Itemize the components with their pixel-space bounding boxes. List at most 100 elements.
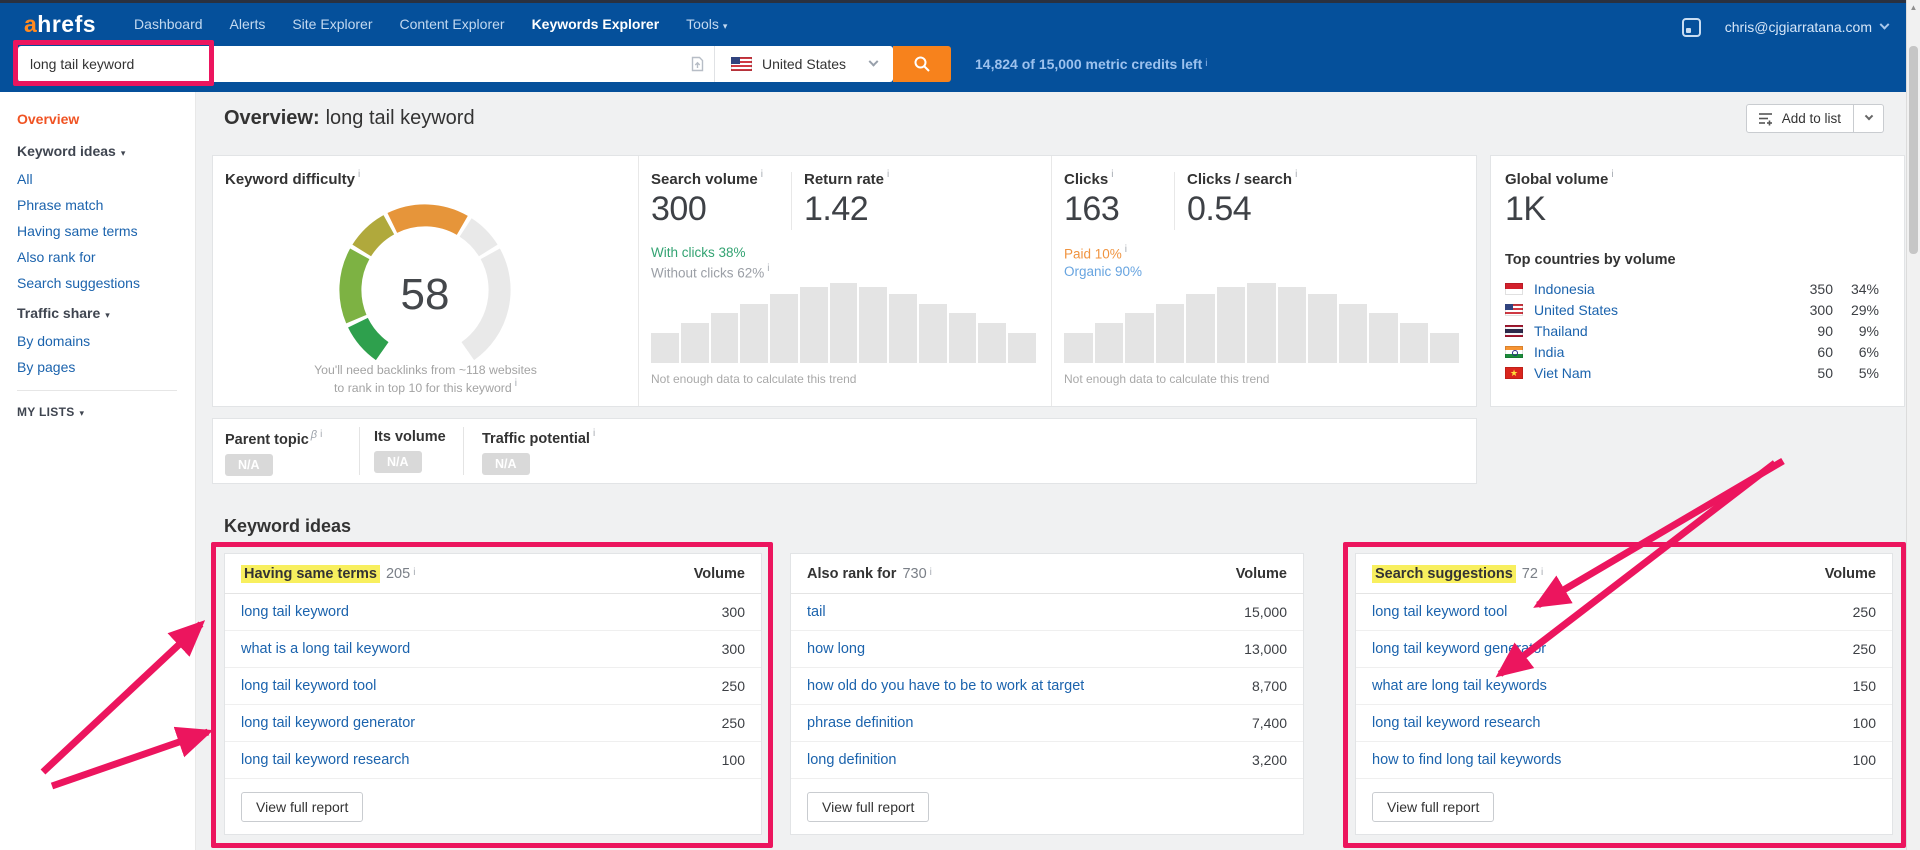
metrics-card: Keyword difficulty i 58 Y bbox=[212, 155, 1477, 407]
view-full-report-button[interactable]: View full report bbox=[1372, 792, 1495, 822]
trend-bar bbox=[948, 313, 977, 363]
sidebar-item-search-suggestions[interactable]: Search suggestions bbox=[17, 275, 140, 291]
info-icon: i bbox=[929, 567, 932, 578]
page-scrollbar[interactable]: ▲ bbox=[1906, 0, 1920, 850]
paste-list-icon[interactable] bbox=[680, 46, 714, 82]
keyword-link[interactable]: long definition bbox=[807, 752, 897, 768]
country-percent: 34% bbox=[1850, 280, 1879, 297]
trend-bar bbox=[1008, 332, 1036, 363]
return-rate-label: Return rate i bbox=[804, 169, 890, 188]
country-row: United States 300 29% bbox=[1505, 299, 1879, 320]
sidebar: Overview Keyword ideas ▾ All Phrase match Hav… bbox=[0, 92, 196, 850]
return-rate-value: 1.42 bbox=[804, 190, 869, 228]
volume-value: 100 bbox=[1852, 715, 1876, 731]
info-icon: i bbox=[1295, 169, 1298, 180]
keyword-link[interactable]: what is a long tail keyword bbox=[241, 641, 411, 657]
country-select[interactable]: United States bbox=[715, 56, 893, 72]
app-icon[interactable] bbox=[1681, 17, 1701, 37]
clicks-label: Clicks i bbox=[1064, 169, 1114, 188]
account-menu[interactable]: chris@cjgiarratana.com bbox=[1725, 19, 1890, 35]
view-full-report-button[interactable]: View full report bbox=[807, 792, 930, 822]
info-icon: i bbox=[514, 378, 517, 389]
keyword-link[interactable]: how old do you have to be to work at tar… bbox=[807, 678, 1085, 694]
country-link[interactable]: Indonesia bbox=[1534, 280, 1595, 297]
table-row: long tail keyword research 100 bbox=[1356, 705, 1892, 742]
country-row: Indonesia 350 34% bbox=[1505, 278, 1879, 299]
country-link[interactable]: India bbox=[1534, 343, 1565, 360]
keyword-link[interactable]: long tail keyword bbox=[241, 604, 349, 620]
sidebar-item-by-pages[interactable]: By pages bbox=[17, 359, 76, 375]
caret-down-icon: ▾ bbox=[79, 408, 85, 418]
nav-item-dashboard[interactable]: Dashboard bbox=[134, 16, 203, 32]
nav-item-site-explorer[interactable]: Site Explorer bbox=[292, 16, 373, 32]
keyword-link[interactable]: phrase definition bbox=[807, 715, 914, 731]
search-volume-value: 300 bbox=[651, 190, 707, 228]
sidebar-item-all[interactable]: All bbox=[17, 171, 33, 187]
global-volume-card: Global volume i 1K Top countries by volum… bbox=[1490, 155, 1905, 407]
nav-item-content-explorer[interactable]: Content Explorer bbox=[399, 16, 505, 32]
its-volume-value-badge: N/A bbox=[374, 451, 422, 473]
nav-item-alerts[interactable]: Alerts bbox=[229, 16, 266, 32]
sidebar-item-phrase-match[interactable]: Phrase match bbox=[17, 197, 104, 213]
keyword-link[interactable]: long tail keyword research bbox=[241, 752, 410, 768]
sidebar-item-overview[interactable]: Overview bbox=[17, 111, 80, 127]
parent-topic-column-its-volume: Its volume N/A bbox=[374, 429, 446, 473]
volume-value: 250 bbox=[1852, 641, 1876, 657]
search-button[interactable] bbox=[893, 46, 951, 82]
sidebar-item-having-same-terms[interactable]: Having same terms bbox=[17, 223, 138, 239]
table-row: phrase definition 7,400 bbox=[791, 705, 1303, 742]
view-full-report-button[interactable]: View full report bbox=[241, 792, 364, 822]
volume-value: 300 bbox=[721, 604, 745, 620]
country-link[interactable]: Thailand bbox=[1534, 322, 1588, 339]
country-volume: 60 bbox=[1817, 343, 1833, 360]
volume-value: 250 bbox=[721, 715, 745, 731]
keyword-link[interactable]: long tail keyword tool bbox=[241, 678, 377, 694]
volume-column-header: Volume bbox=[1824, 565, 1876, 582]
scroll-up-arrow[interactable]: ▲ bbox=[1909, 3, 1918, 12]
keyword-link[interactable]: tail bbox=[807, 604, 826, 620]
country-row: Viet Nam 50 5% bbox=[1505, 362, 1879, 383]
keyword-link[interactable]: how long bbox=[807, 641, 866, 657]
keyword-link[interactable]: how to find long tail keywords bbox=[1372, 752, 1562, 768]
table-row: what is a long tail keyword 300 bbox=[225, 631, 761, 668]
keyword-link[interactable]: long tail keyword generator bbox=[1372, 641, 1547, 657]
sidebar-item-keyword-ideas[interactable]: Keyword ideas ▾ bbox=[17, 143, 126, 159]
keyword-link[interactable]: long tail keyword research bbox=[1372, 715, 1541, 731]
table-count: 72 bbox=[1521, 565, 1538, 582]
info-icon: i bbox=[358, 169, 361, 180]
trend-bar bbox=[829, 283, 858, 363]
list-plus-icon bbox=[1758, 112, 1772, 125]
clicks-per-search-value: 0.54 bbox=[1187, 190, 1252, 228]
sidebar-item-by-domains[interactable]: By domains bbox=[17, 333, 91, 349]
keyword-link[interactable]: long tail keyword tool bbox=[1372, 604, 1508, 620]
sidebar-item-traffic-share[interactable]: Traffic share ▾ bbox=[17, 305, 110, 321]
ahrefs-logo[interactable]: ahrefs bbox=[24, 11, 96, 38]
trend-bar bbox=[651, 332, 679, 363]
sidebar-item-also-rank-for[interactable]: Also rank for bbox=[17, 249, 96, 265]
divider bbox=[1174, 172, 1175, 230]
clicks-block: Clicks i 163 Paid 10% i Organic 90% Clicks… bbox=[1051, 156, 1478, 406]
keyword-search-input[interactable] bbox=[18, 46, 680, 82]
info-icon: i bbox=[1124, 244, 1128, 255]
main-content: Overview: long tail keyword Add to list K… bbox=[196, 92, 1920, 850]
volume-value: 15,000 bbox=[1244, 604, 1287, 620]
sidebar-item-my-lists[interactable]: MY LISTS ▾ bbox=[17, 405, 85, 419]
table-row: tail 15,000 bbox=[791, 594, 1303, 631]
table-body: tail 15,000 how long 13,000 how old do you h… bbox=[791, 594, 1303, 779]
country-percent: 29% bbox=[1850, 301, 1879, 318]
add-to-list-dropdown[interactable] bbox=[1854, 104, 1884, 133]
nav-item-keywords-explorer[interactable]: Keywords Explorer bbox=[531, 16, 660, 32]
country-percent: 6% bbox=[1858, 343, 1879, 360]
trend-bar bbox=[1186, 294, 1215, 363]
add-to-list-button[interactable]: Add to list bbox=[1745, 104, 1854, 133]
keyword-link[interactable]: what are long tail keywords bbox=[1372, 678, 1547, 694]
volume-value: 100 bbox=[721, 752, 745, 768]
info-icon: i bbox=[1540, 567, 1544, 578]
country-link[interactable]: Viet Nam bbox=[1534, 364, 1592, 381]
nav-item-tools[interactable]: Tools ▾ bbox=[686, 16, 728, 32]
trend-bar bbox=[1369, 313, 1398, 363]
country-link[interactable]: United States bbox=[1534, 301, 1619, 318]
trend-bar bbox=[680, 323, 709, 363]
scrollbar-thumb[interactable] bbox=[1909, 46, 1918, 254]
keyword-link[interactable]: long tail keyword generator bbox=[241, 715, 416, 731]
